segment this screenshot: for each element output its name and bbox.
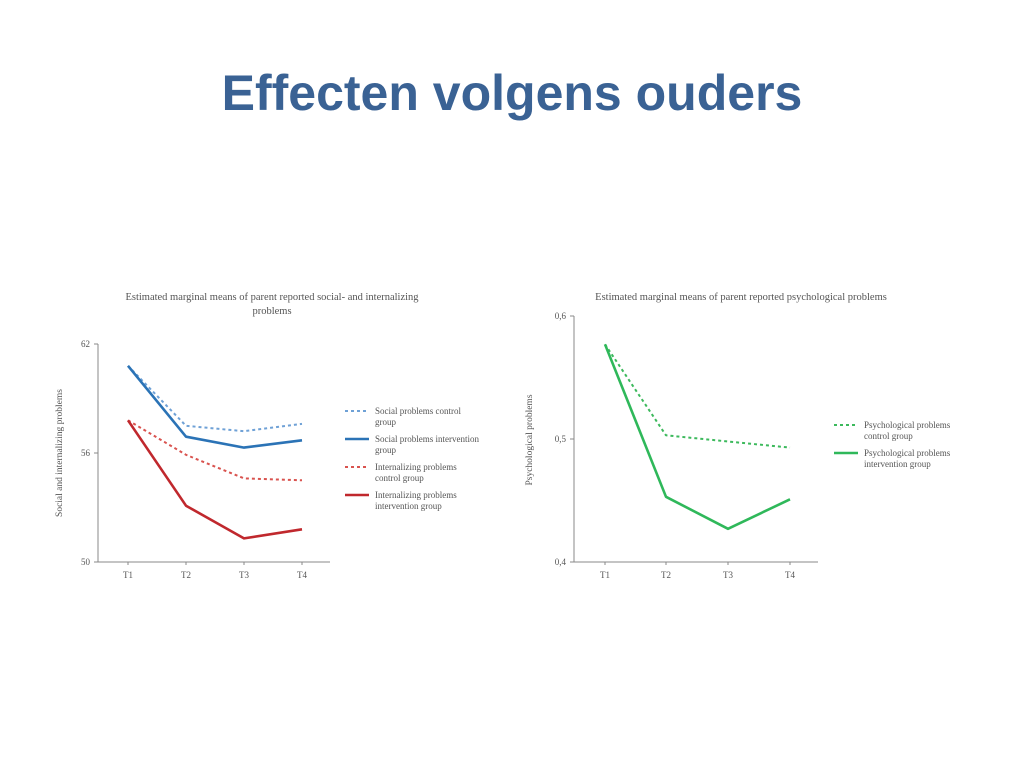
y-tick-label: 0,6 [555, 311, 567, 321]
series-line [603, 343, 791, 531]
y-tick-label: 50 [81, 557, 91, 567]
legend-label: intervention group [864, 459, 931, 469]
chart-title-line: Estimated marginal means of parent repor… [595, 292, 887, 303]
x-tick-label: T3 [239, 570, 249, 580]
legend-label: group [375, 417, 396, 427]
y-axis-label: Social and internalizing problems [55, 389, 65, 517]
y-tick-label: 0,4 [555, 557, 567, 567]
chart-title-line: Estimated marginal means of parent repor… [125, 292, 419, 303]
chart-title-line: problems [252, 306, 291, 317]
x-tick-label: T1 [123, 570, 133, 580]
legend-label: Internalizing problems [375, 462, 457, 472]
x-tick-label: T3 [723, 570, 733, 580]
y-axis-label: Psychological problems [525, 394, 535, 485]
social-internalizing-chart: Estimated marginal means of parent repor… [55, 292, 479, 580]
psychological-chart: Estimated marginal means of parent repor… [525, 292, 951, 580]
legend-label: Psychological problems [864, 448, 951, 458]
y-tick-label: 0,5 [555, 434, 567, 444]
slide-title: Effecten volgens ouders [221, 65, 803, 121]
x-tick-label: T2 [181, 570, 191, 580]
x-tick-label: T1 [600, 570, 610, 580]
x-tick-label: T4 [785, 570, 795, 580]
y-tick-label: 62 [81, 339, 90, 349]
legend-label: group [375, 445, 396, 455]
series-line [126, 364, 303, 449]
series-line [127, 419, 303, 482]
series-line [127, 365, 303, 433]
series-line [604, 343, 791, 449]
y-tick-label: 56 [81, 448, 91, 458]
x-tick-label: T2 [661, 570, 671, 580]
legend-label: intervention group [375, 501, 442, 511]
legend-label: Psychological problems [864, 420, 951, 430]
legend-label: Internalizing problems [375, 490, 457, 500]
legend-label: Social problems control [375, 406, 461, 416]
legend-label: control group [864, 431, 913, 441]
legend-label: control group [375, 473, 424, 483]
series-line [126, 419, 303, 540]
legend-label: Social problems intervention [375, 434, 479, 444]
x-tick-label: T4 [297, 570, 307, 580]
